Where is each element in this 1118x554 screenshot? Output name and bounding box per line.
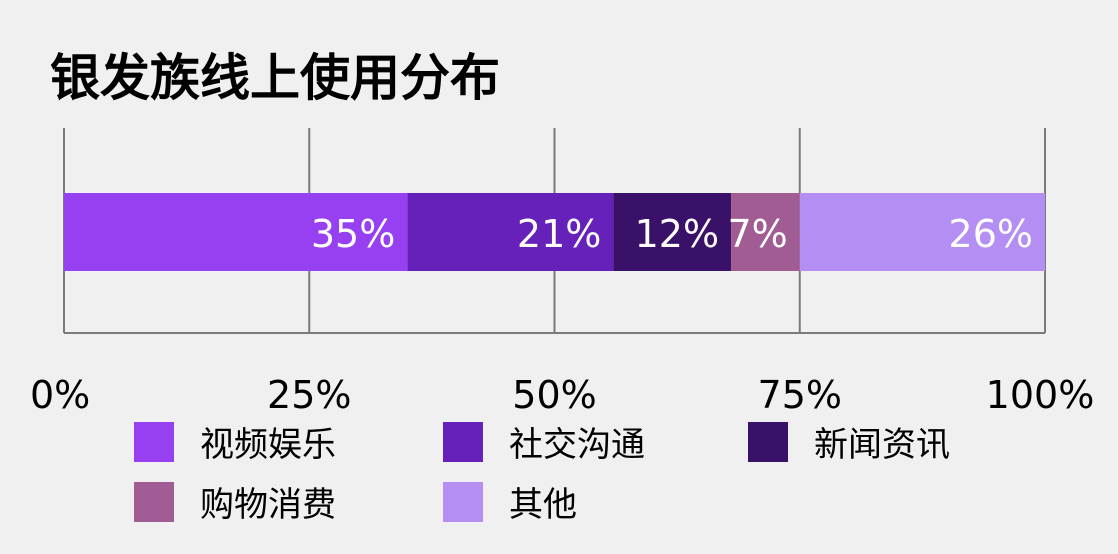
legend-swatch-1 — [443, 422, 483, 462]
x-axis-ticks: 0% 25% 50% 75% 100% — [30, 373, 1094, 417]
legend-label-2: 新闻资讯 — [814, 425, 950, 465]
bar-segment-2 — [613, 193, 732, 271]
legend-swatch-4 — [443, 482, 483, 522]
legend-swatch-3 — [134, 482, 174, 522]
legend-swatch-0 — [134, 422, 174, 462]
stacked-bar — [64, 193, 1045, 271]
x-tick-label-3: 75% — [758, 373, 842, 417]
legend-label-3: 购物消费 — [200, 485, 336, 525]
legend-label-0: 视频娱乐 — [200, 425, 336, 465]
x-tick-label-2: 50% — [512, 373, 596, 417]
x-tick-label-4: 100% — [986, 373, 1095, 417]
chart-title: 银发族线上使用分布 — [50, 49, 500, 107]
data-label-2: 12% — [635, 212, 719, 256]
segment-labels: 35% 21% 12% 7% 26% — [311, 212, 1033, 256]
x-tick-label-1: 25% — [267, 373, 351, 417]
bar-segment-3 — [731, 193, 800, 271]
data-label-0: 35% — [311, 212, 395, 256]
bar-segment-4 — [799, 193, 1045, 271]
data-label-4: 26% — [949, 212, 1033, 256]
legend-label-4: 其他 — [509, 485, 577, 525]
bar-segment-0 — [64, 193, 408, 271]
bar-segment-1 — [407, 193, 614, 271]
legend-label-1: 社交沟通 — [509, 425, 645, 465]
data-label-3: 7% — [727, 212, 787, 256]
legend-swatch-2 — [748, 422, 788, 462]
x-tick-label-0: 0% — [30, 373, 90, 417]
data-label-1: 21% — [517, 212, 601, 256]
